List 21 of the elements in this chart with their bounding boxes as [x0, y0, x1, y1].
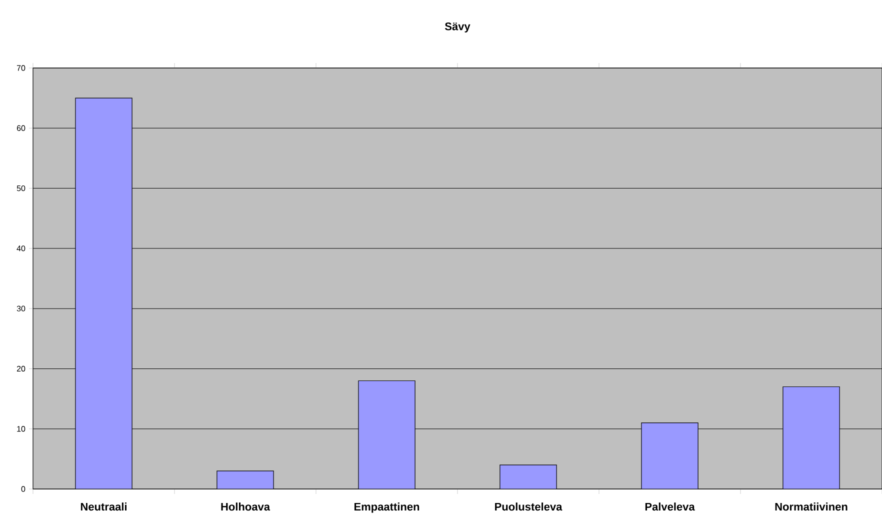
x-tick-label: Empaattinen	[354, 502, 420, 513]
y-tick-label: 50	[16, 185, 26, 192]
x-tick-label: Normatiivinen	[775, 502, 848, 511]
chart-title: Sävy	[444, 22, 470, 32]
y-tick-label: 70	[16, 65, 26, 71]
x-tick-label: Palveleva	[645, 502, 695, 511]
bar	[216, 470, 274, 489]
bar	[358, 380, 416, 489]
x-tick-label: Neutraali	[80, 502, 126, 511]
bar	[75, 98, 132, 489]
y-tick-label: 20	[16, 366, 26, 372]
bar	[641, 422, 698, 489]
x-tick-label: Holhoava	[221, 502, 270, 511]
bar	[500, 464, 557, 489]
y-tick-label: 40	[16, 246, 26, 252]
y-tick-label: 60	[16, 125, 26, 131]
y-tick-label: 10	[17, 426, 26, 432]
bar	[782, 386, 840, 489]
x-tick-label: Puolusteleva	[495, 502, 562, 511]
y-tick-label: 0	[21, 486, 26, 492]
y-tick-label: 30	[16, 306, 26, 312]
